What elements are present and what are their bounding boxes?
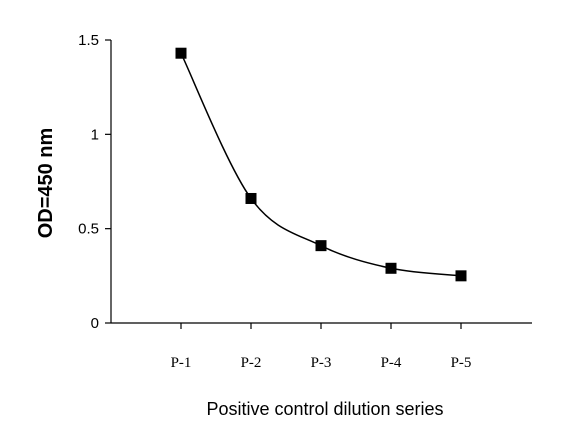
y-axis-label: OD=450 nm [35, 128, 57, 239]
data-point-marker [315, 240, 327, 252]
x-axis-label: Positive control dilution series [206, 399, 443, 419]
series-group [175, 47, 467, 282]
data-point-marker [455, 270, 467, 282]
data-point-marker [245, 192, 257, 204]
axes [110, 40, 532, 324]
y-tick-label: 1 [91, 126, 99, 143]
y-tick-label: 0 [91, 315, 99, 332]
x-tick-label: P-5 [451, 355, 472, 371]
y-tick-label: 1.5 [78, 32, 99, 49]
y-tick-label: 0.5 [78, 221, 99, 238]
x-tick-label: P-1 [171, 355, 192, 371]
x-tick-label: P-4 [381, 355, 402, 371]
series-line [180, 52, 462, 277]
x-tick-label: P-2 [241, 355, 262, 371]
data-point-marker [175, 47, 187, 59]
y-axis-ticks: 0 0.5 1 1.5 [78, 32, 111, 332]
x-axis-ticks: P-1 P-2 P-3 P-4 P-5 [171, 323, 472, 371]
x-tick-label: P-3 [311, 355, 332, 371]
data-point-marker [385, 262, 397, 274]
